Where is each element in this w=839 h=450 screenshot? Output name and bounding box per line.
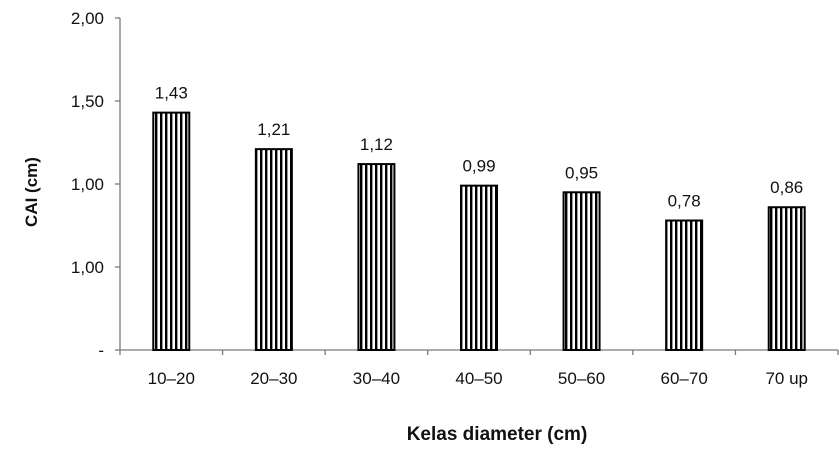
x-axis-title: Kelas diameter (cm): [407, 424, 588, 445]
data-label: 0,78: [668, 192, 701, 211]
bar-5: [562, 191, 601, 351]
x-tick-label: 30–40: [353, 369, 400, 388]
data-label: 0,86: [770, 178, 803, 197]
data-label: 0,99: [462, 157, 495, 176]
data-label: 1,12: [360, 135, 393, 154]
x-tick-label: 10–20: [148, 369, 195, 388]
x-tick-label: 70 up: [765, 369, 808, 388]
y-axis-title: CAI (cm): [22, 157, 41, 227]
y-tick-label: 1,00: [71, 258, 104, 277]
y-axis-ticks: - 1,00 1,00 1,50 2,00: [71, 9, 120, 360]
bars: [152, 111, 806, 352]
y-tick-label: 1,50: [71, 92, 104, 111]
bar-4: [460, 184, 498, 351]
x-axis-ticks: 10–20 20–30 30–40 40–50 50–60 60–70 70 up: [119, 350, 839, 388]
data-labels: 1,43 1,21 1,12 0,99 0,95 0,78 0,86: [155, 84, 804, 211]
x-tick-label: 50–60: [558, 369, 605, 388]
data-label: 0,95: [565, 163, 598, 182]
data-label: 1,21: [257, 120, 290, 139]
y-tick-label: -: [98, 341, 104, 360]
bar-1: [152, 111, 191, 352]
y-tick-label: 2,00: [71, 9, 104, 28]
y-tick-label: 1,00: [71, 175, 104, 194]
x-tick-label: 40–50: [455, 369, 502, 388]
data-label: 1,43: [155, 84, 188, 103]
bar-7: [767, 206, 806, 351]
bar-6: [665, 219, 704, 351]
bar-3: [357, 163, 396, 351]
x-tick-label: 60–70: [661, 369, 708, 388]
bar-2: [254, 148, 293, 351]
x-tick-label: 20–30: [250, 369, 297, 388]
